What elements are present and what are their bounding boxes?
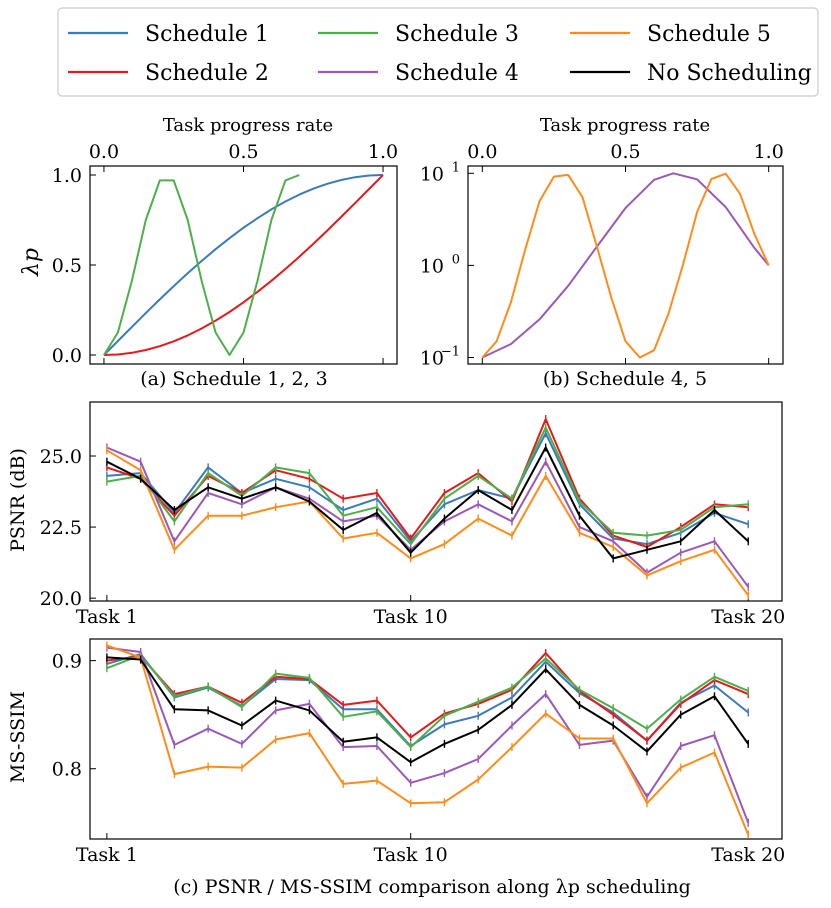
panel-a-xtick-label: 1.0: [368, 141, 398, 163]
panel-b-series-schedule-4: [481, 172, 770, 359]
panel-c2-axes-frame: [89, 638, 783, 840]
panel-c-msssim-ylabel: MS-SSIM: [7, 691, 29, 783]
panel-c2-xtick-label: Task 1: [76, 844, 138, 866]
panel-c2-series-schedule-4: [106, 646, 750, 824]
panel-b-ytick-exponent: −1: [441, 344, 460, 359]
legend-label-schedule-4: Schedule 4: [395, 61, 519, 86]
panel-c2-series-no-scheduling: [106, 656, 750, 764]
panel-a-xtick-label: 0.0: [89, 141, 119, 163]
legend-label-no-scheduling: No Scheduling: [647, 61, 812, 86]
panel-a-series-schedule-3: [103, 174, 300, 356]
panel-c1-xtick-label: Task 1: [76, 606, 138, 628]
panel-b-series-schedule-5: [481, 172, 770, 359]
panel-a-top-xlabel: Task progress rate: [163, 115, 333, 136]
panel-b-ytick-exponent: 1: [452, 160, 460, 175]
legend-frame: [57, 7, 819, 97]
panel-b-ytick-label: 10: [420, 255, 444, 277]
panel-c2-xtick-label: Task 10: [374, 844, 448, 866]
panel-c1-axes-frame: [89, 401, 783, 602]
panel-c-caption: (c) PSNR / MS-SSIM comparison along λp s…: [173, 876, 691, 898]
panel-a-xtick-label: 0.5: [228, 141, 258, 163]
legend-label-schedule-5: Schedule 5: [647, 22, 771, 47]
legend-label-schedule-1: Schedule 1: [145, 22, 269, 47]
panel-c-psnr: PSNR (dB) Task 1 Task 10 Task 20 20.0 22.5 25…: [7, 401, 785, 628]
panel-a-ylabel: λp: [19, 248, 44, 277]
panel-c2-series-schedule-2: [106, 652, 749, 742]
panel-b-top-xlabel: Task progress rate: [540, 115, 710, 136]
panel-c1-xtick-label: Task 20: [711, 606, 785, 628]
panel-c1-xtick-label: Task 10: [374, 606, 448, 628]
panel-b-xtick-label: 0.5: [610, 141, 640, 163]
panel-c2-series-schedule-5: [106, 644, 750, 836]
panel-c1-series-schedule-3: [106, 426, 749, 546]
legend-label-schedule-3: Schedule 3: [395, 22, 519, 47]
panel-c-psnr-ylabel: PSNR (dB): [7, 448, 29, 552]
panel-b-ytick-exponent: 0: [452, 252, 460, 267]
panel-a-caption: (a) Schedule 1, 2, 3: [140, 368, 328, 390]
panel-a-ytick-label: 0.5: [52, 255, 82, 277]
panel-c1-ytick-label: 25.0: [40, 446, 82, 468]
panel-c2-ytick-label: 0.9: [52, 651, 82, 673]
legend-label-schedule-2: Schedule 2: [145, 61, 269, 86]
panel-c2-series-schedule-3: [106, 654, 749, 749]
legend: Schedule 1 Schedule 3 Schedule 5 Schedule 2…: [57, 7, 819, 97]
panel-a-ytick-label: 0.0: [52, 345, 82, 367]
panel-c1-series-schedule-5: [106, 449, 750, 596]
panel-b-axes-frame: [467, 165, 784, 365]
panel-b-xtick-label: 1.0: [754, 141, 784, 163]
panel-c-msssim: MS-SSIM Task 1 Task 10 Task 20 0.8 0.9 (c) P…: [7, 638, 785, 898]
panel-c1-series-schedule-1: [106, 432, 749, 546]
panel-c1-series-schedule-2: [106, 418, 749, 548]
panel-c2-ytick-label: 0.8: [52, 759, 82, 781]
panel-b-caption: (b) Schedule 4, 5: [543, 368, 707, 390]
panel-b-ytick-label: 10: [420, 347, 444, 369]
panel-a-series-schedule-2: [103, 174, 384, 356]
panel-c2-xtick-label: Task 20: [711, 844, 785, 866]
panel-b-ytick-label: 10: [420, 163, 444, 185]
panel-c1-ytick-label: 20.0: [40, 588, 82, 610]
panel-b-xtick-label: 0.0: [467, 141, 497, 163]
panel-c1-series-no-scheduling: [106, 446, 749, 560]
panel-a-series-schedule-1: [103, 174, 384, 356]
panel-c1-ytick-label: 22.5: [40, 517, 82, 539]
panel-a: Task progress rate λp 0.0 0.5 1.0 0.0 0.5 1.0…: [19, 115, 398, 390]
panel-a-ytick-label: 1.0: [52, 165, 82, 187]
